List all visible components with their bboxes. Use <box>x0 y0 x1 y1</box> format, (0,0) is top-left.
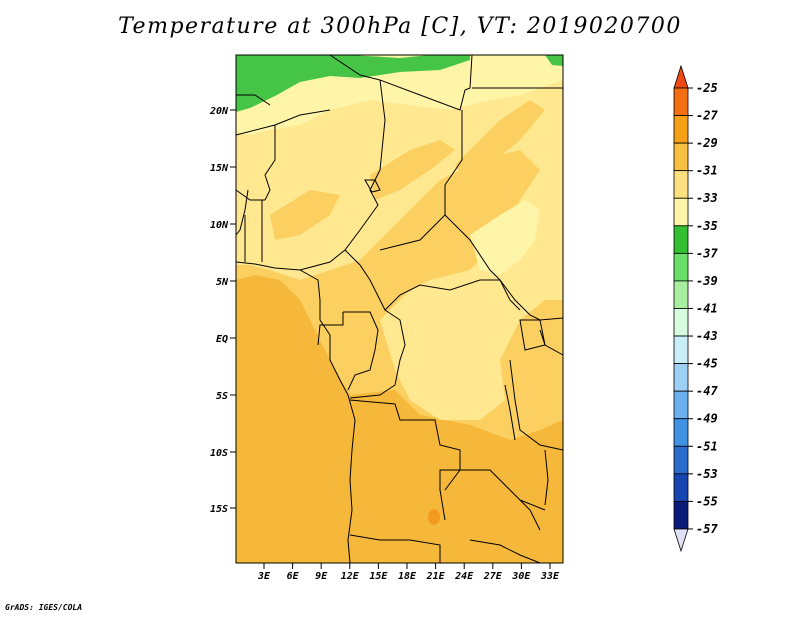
credit-text: GrADS: IGES/COLA <box>5 603 83 612</box>
lake-tanganyika <box>504 384 516 441</box>
lake-chad <box>364 179 381 193</box>
colorbar-label: -55 <box>696 494 718 508</box>
lat-label: 15N <box>210 163 229 174</box>
colorbar-label: -31 <box>696 164 718 178</box>
colorbar-bottom-arrow <box>673 528 689 553</box>
colorbar-label: -57 <box>696 522 718 536</box>
colorbar-swatch <box>673 335 689 365</box>
colorbar-label: -29 <box>696 136 718 150</box>
colorbar-top-arrow <box>673 64 689 89</box>
lon-label: 9E <box>315 571 328 582</box>
colorbar-label: -51 <box>696 439 718 453</box>
coastline-west <box>235 189 249 236</box>
lakes <box>364 179 549 511</box>
lat-label: 10S <box>210 448 228 459</box>
lon-label: 30E <box>511 571 531 582</box>
colorbar-swatch <box>673 473 689 502</box>
streak-1 <box>370 140 455 200</box>
streak-3 <box>270 190 340 240</box>
colorbar-swatch <box>673 308 689 337</box>
colorbar-swatch <box>673 142 689 172</box>
border-zambia <box>444 469 541 531</box>
colorbar-label: -39 <box>696 274 718 288</box>
colorbar-swatch <box>673 390 689 420</box>
colorbar-label: -41 <box>696 301 718 315</box>
border-libya-chad <box>379 54 473 111</box>
border-uganda <box>499 279 564 321</box>
lat-label: 5S <box>216 391 228 402</box>
map-panel <box>235 54 564 564</box>
streak-4 <box>380 215 460 270</box>
colorbar-label: -25 <box>696 81 718 95</box>
colorbar-label: -47 <box>696 384 718 398</box>
border-mauritania <box>236 94 271 106</box>
map-frame <box>235 54 564 564</box>
colorbar-swatch <box>673 225 689 254</box>
colorbar-label: -43 <box>696 329 718 343</box>
coastline <box>235 261 356 564</box>
border-congo-drc <box>349 309 406 399</box>
colorbar-label: -49 <box>696 412 718 426</box>
streak-2 <box>455 100 545 180</box>
lon-label: 27E <box>483 571 503 582</box>
colorbar-swatch <box>673 280 689 309</box>
border-car-south <box>344 249 521 311</box>
border-eq-guinea <box>317 312 344 346</box>
colorbar-swatch <box>673 445 689 475</box>
colorbar-swatch <box>673 87 689 116</box>
border-tanzania <box>509 359 564 451</box>
country-borders <box>235 54 564 564</box>
lon-label: 15E <box>369 571 388 582</box>
colorbar: -25 -27 -29 -31 -33 -35 -37 -39 -41 -43 -45 -47 -49 -… <box>673 64 718 553</box>
lon-label: 18E <box>398 571 417 582</box>
border-namibia <box>349 534 441 563</box>
lon-label: 6E <box>287 571 300 582</box>
fill-minus35-patch <box>470 200 540 275</box>
colorbar-label: -53 <box>696 467 718 481</box>
lat-label: 20N <box>209 106 229 117</box>
lat-label: 15S <box>210 504 228 515</box>
colorbar-label: -33 <box>696 191 718 205</box>
border-benin <box>264 125 276 201</box>
border-angola-drc <box>349 399 461 521</box>
border-niger-nigeria <box>299 54 386 271</box>
border-gabon-congo <box>343 311 379 391</box>
colorbar-swatch <box>673 170 689 199</box>
lon-label: 3E <box>257 571 271 582</box>
lake-malawi <box>544 449 549 506</box>
colorbar-label: -37 <box>696 246 718 260</box>
lon-label: 21E <box>426 571 446 582</box>
colorbar-swatch <box>673 252 689 282</box>
border-west <box>235 189 265 201</box>
latitude-axis: 20N 15N 10N 5N EQ 5S 10S 15S <box>209 106 236 515</box>
fill-minus37-region <box>236 55 470 112</box>
colorbar-swatch <box>673 363 689 392</box>
fill-minus37-patch <box>545 55 563 66</box>
colorbar-swatch <box>673 418 689 447</box>
colorbar-swatch <box>673 197 689 227</box>
lon-label: 24E <box>454 571 474 582</box>
lon-label: 33E <box>540 571 560 582</box>
colorbar-label: -45 <box>696 357 718 371</box>
colorbar-label: -35 <box>696 219 718 233</box>
colorbar-swatch <box>673 500 689 530</box>
colorbar-label: -27 <box>696 109 718 123</box>
hot-spot <box>428 509 440 525</box>
lake-kariba <box>519 499 546 511</box>
lat-label: 10N <box>210 220 229 231</box>
border-zimbabwe <box>469 539 541 564</box>
border-car-north <box>379 214 446 251</box>
colorbar-swatch <box>673 115 689 144</box>
lat-label: 5N <box>216 277 229 288</box>
lat-label: EQ <box>216 334 228 345</box>
lon-label: 12E <box>341 571 360 582</box>
map-title: Temperature at 300hPa [C], VT: 201902070… <box>118 14 682 39</box>
longitude-axis: 3E 6E 9E 12E 15E 18E 21E 24E 27E 30E 33E <box>257 563 560 582</box>
border-mali <box>235 109 331 136</box>
lake-victoria <box>519 319 546 351</box>
